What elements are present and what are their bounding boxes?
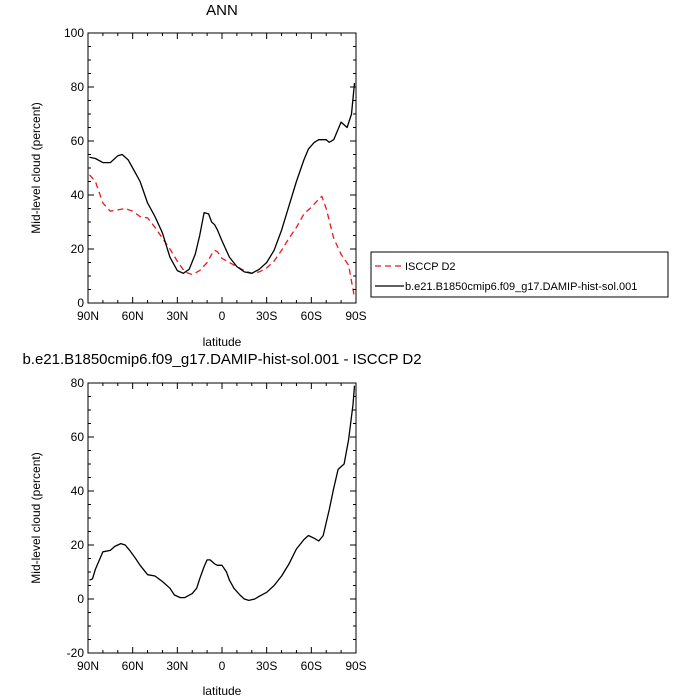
bottom-x-tick-label: 60S <box>301 659 322 673</box>
bottom-x-tick-label: 90S <box>345 659 366 673</box>
bottom-x-tick-label: 0 <box>219 659 226 673</box>
top-plot-frame <box>87 32 357 304</box>
top-x-axis-label: latitude <box>203 335 242 349</box>
top-y-tick-label: 100 <box>64 26 84 40</box>
top-x-tick-label: 30S <box>256 309 277 323</box>
legend-entry-model: b.e21.B1850cmip6.f09_g17.DAMIP-hist-sol.… <box>405 281 637 293</box>
bottom-chart-title: b.e21.B1850cmip6.f09_g17.DAMIP-hist-sol.… <box>22 351 421 368</box>
bottom-panel: b.e21.B1850cmip6.f09_g17.DAMIP-hist-sol.… <box>22 351 421 698</box>
top-y-tick-label: 20 <box>71 242 85 256</box>
top-y-tick-label: 60 <box>71 134 85 148</box>
bottom-y-tick-label: 80 <box>71 376 85 390</box>
bottom-y-axis-label: Mid-level cloud (percent) <box>29 452 43 583</box>
top-x-tick-label: 0 <box>219 309 226 323</box>
top-y-tick-label: 80 <box>71 80 85 94</box>
bottom-x-axis-label: latitude <box>203 684 242 698</box>
top-y-tick-label: 40 <box>71 188 85 202</box>
legend-box <box>370 251 669 298</box>
bottom-y-tick-label: 20 <box>71 538 85 552</box>
bottom-x-tick-label: 60N <box>122 659 144 673</box>
top-chart-lines <box>89 82 356 298</box>
top-y-tick-label: 0 <box>77 296 84 310</box>
top-chart-title: ANN <box>206 2 238 19</box>
bottom-x-tick-label: 30S <box>256 659 277 673</box>
legend: ISCCP D2 b.e21.B1850cmip6.f09_g17.DAMIP-… <box>370 251 669 298</box>
top-y-axis-label: Mid-level cloud (percent) <box>29 102 43 233</box>
bottom-x-tick-label: 30N <box>166 659 188 673</box>
top-x-tick-label: 60N <box>122 309 144 323</box>
bottom-y-tick-label: 40 <box>71 484 85 498</box>
bottom-series-line-0 <box>89 385 356 602</box>
top-x-tick-label: 90N <box>77 309 99 323</box>
top-axis-ticks: 90N 60N 30N 0 30S 60S 90S 0 20 40 60 80 100 <box>64 26 367 323</box>
bottom-plot-frame <box>87 382 357 654</box>
top-series-line-0 <box>89 174 356 298</box>
bottom-chart-lines <box>89 385 356 602</box>
top-series-line-1 <box>89 82 356 274</box>
bottom-x-tick-label: 90N <box>77 659 99 673</box>
legend-entry-isccp: ISCCP D2 <box>405 261 456 273</box>
top-x-tick-label: 60S <box>301 309 322 323</box>
top-x-tick-label: 30N <box>166 309 188 323</box>
bottom-y-tick-label: 60 <box>71 430 85 444</box>
bottom-axis-ticks: 90N 60N 30N 0 30S 60S 90S -20 0 20 40 60 80 <box>67 376 367 673</box>
top-x-tick-label: 90S <box>345 309 366 323</box>
top-panel: ANN 90N 60N 30N 0 30S 60S 90S 0 20 40 60 80 100 lati… <box>29 2 367 349</box>
bottom-y-tick-label: 0 <box>77 592 84 606</box>
bottom-y-tick-label: -20 <box>67 646 85 660</box>
